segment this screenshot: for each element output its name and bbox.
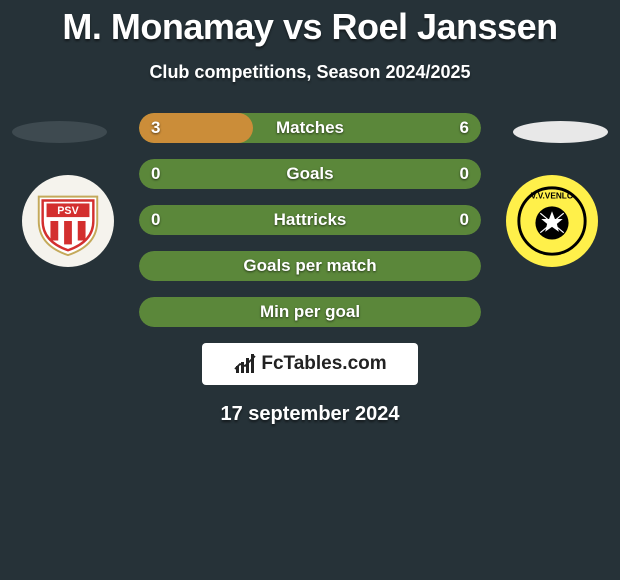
chart-icon — [233, 352, 257, 376]
bar-label: Min per goal — [139, 302, 481, 322]
stat-bars: Matches36Goals00Hattricks00Goals per mat… — [139, 113, 481, 327]
bar-label: Hattricks — [139, 210, 481, 230]
pellet-left — [12, 121, 107, 143]
stat-row: Goals per match — [139, 251, 481, 281]
brand-label: FcTables.com — [261, 353, 386, 375]
stat-row: Hattricks0 0 — [139, 205, 481, 235]
bar-label: Goals per match — [139, 256, 481, 276]
vvv-logo-icon: V.V.VENLO — [513, 182, 591, 260]
pellet-right — [513, 121, 608, 143]
brand-box: FcTables.com — [202, 343, 418, 385]
page-title: M. Monamay vs Roel Janssen — [0, 0, 620, 48]
stat-row: Min per goal — [139, 297, 481, 327]
bar-value-left: 3 — [151, 118, 160, 138]
svg-text:PSV: PSV — [57, 205, 79, 217]
psv-logo-icon: PSV — [29, 182, 107, 260]
bar-value-right: 6 — [460, 118, 469, 138]
team-badge-right: V.V.VENLO — [506, 175, 598, 267]
stat-row: Goals0 0 — [139, 159, 481, 189]
bar-label: Matches — [139, 118, 481, 138]
team-badge-left: PSV — [22, 175, 114, 267]
subtitle: Club competitions, Season 2024/2025 — [0, 62, 620, 83]
comparison-area: PSV V.V.VENLO Matches36Goals00Hattricks0… — [0, 113, 620, 426]
bar-value-right: 0 — [460, 164, 469, 184]
bar-value-left: 0 — [151, 210, 160, 230]
bar-label: Goals — [139, 164, 481, 184]
date-label: 17 september 2024 — [0, 403, 620, 426]
bar-value-left: 0 — [151, 164, 160, 184]
bar-value-right: 0 — [460, 210, 469, 230]
stat-row: Matches3 6 — [139, 113, 481, 143]
svg-text:V.V.VENLO: V.V.VENLO — [531, 192, 574, 201]
